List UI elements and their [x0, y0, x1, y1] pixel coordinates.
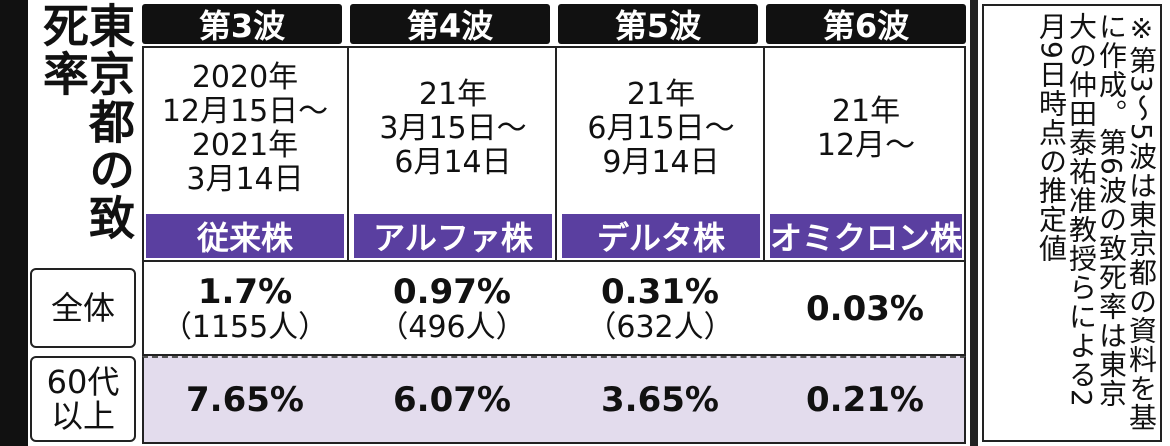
- period-3: 2020年 12月15日〜 2021年 3月14日: [161, 60, 329, 197]
- variant-label-5: デルタ株: [562, 214, 760, 258]
- row-all-frame: [142, 262, 966, 356]
- rate-label: 0.31%: [601, 272, 719, 312]
- rate-label: 0.97%: [393, 272, 511, 312]
- variant-label-4: アルファ株: [354, 214, 552, 258]
- wave-header-6: 第6波: [766, 4, 966, 45]
- divider: [555, 46, 557, 444]
- cell-60plus-3: 7.65%: [144, 358, 346, 442]
- row-label-60plus: 60代 以上: [30, 356, 136, 442]
- divider: [763, 46, 765, 444]
- wave-header-5: 第5波: [558, 4, 758, 45]
- rate-label: 7.65%: [186, 380, 304, 420]
- source-note: ※第3〜5波は東京都の資料を基に作成。第6波の致死率は東京大の仲田泰祐准教授らに…: [982, 4, 1162, 442]
- rate-label: 0.21%: [806, 380, 924, 420]
- period-4: 21年 3月15日〜 6月14日: [379, 77, 527, 180]
- row-60plus-frame: [142, 356, 966, 444]
- note-separator: [970, 0, 978, 446]
- cell-all-4: 0.97% （496人）: [350, 264, 554, 354]
- cell-60plus-6: 0.21%: [766, 358, 964, 442]
- chart-title: 東京都の致死率: [36, 2, 136, 242]
- cell-all-5: 0.31% （632人）: [558, 264, 762, 354]
- wave-header-4: 第4波: [350, 4, 550, 45]
- variant-label-3: 従来株: [146, 214, 344, 258]
- left-edge-bar: [0, 0, 28, 446]
- count-label: （632人）: [586, 310, 734, 345]
- cell-all-3: 1.7% （1155人）: [144, 264, 346, 354]
- divider: [347, 46, 349, 444]
- cell-all-6: 0.03%: [766, 264, 964, 354]
- count-label: （1155人）: [161, 310, 329, 345]
- rate-label: 0.03%: [806, 289, 924, 329]
- wave-header-3: 第3波: [142, 4, 342, 45]
- period-5: 21年 6月15日〜 9月14日: [587, 77, 735, 180]
- rate-label: 1.7%: [197, 272, 293, 312]
- rate-label: 3.65%: [601, 380, 719, 420]
- rate-label: 6.07%: [393, 380, 511, 420]
- row-label-all: 全体: [30, 268, 136, 348]
- variant-label-6: オミクロン株: [770, 214, 962, 258]
- cell-60plus-4: 6.07%: [350, 358, 554, 442]
- count-label: （496人）: [378, 310, 526, 345]
- cell-60plus-5: 3.65%: [558, 358, 762, 442]
- period-6: 21年 12月〜: [816, 94, 916, 163]
